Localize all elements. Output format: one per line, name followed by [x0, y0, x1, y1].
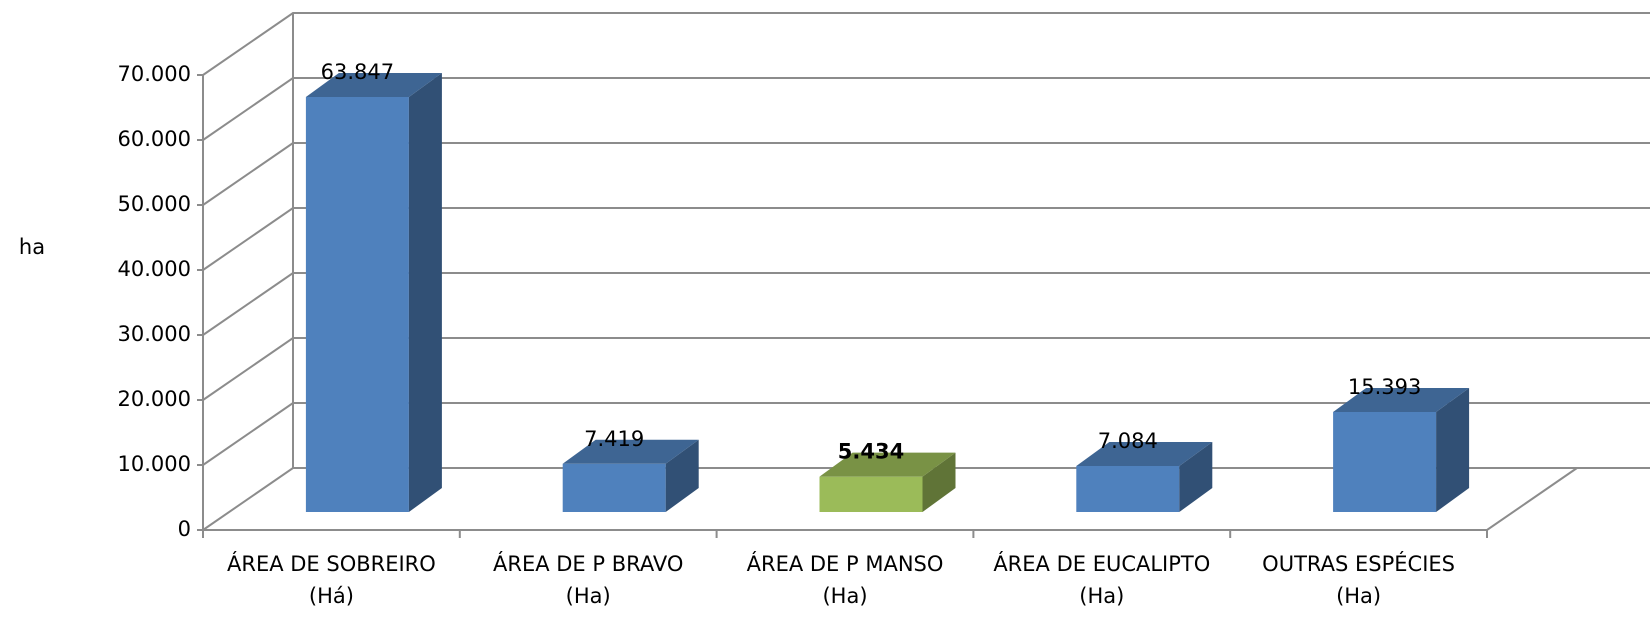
x-tick-label: OUTRAS ESPÉCIES (Ha) — [1262, 551, 1455, 608]
bar-side — [1436, 387, 1470, 512]
bar-top — [1333, 387, 1470, 412]
x-tick-label: ÁREA DE SOBREIRO (Há) — [227, 551, 436, 608]
x-tick-label: ÁREA DE P BRAVO (Ha) — [493, 551, 683, 608]
value-label: 63.847 — [321, 60, 394, 84]
y-tick-label: 40.000 — [118, 257, 191, 281]
bar — [1333, 387, 1470, 512]
y-tick-label: 10.000 — [118, 452, 191, 476]
x-tick-label: ÁREA DE EUCALIPTO (Ha) — [993, 551, 1210, 608]
grid-line — [202, 12, 1650, 76]
y-tick-label: 30.000 — [118, 322, 191, 346]
value-label: 7.419 — [584, 427, 644, 451]
bar — [819, 452, 956, 512]
bar-top — [562, 439, 699, 464]
bar-front — [562, 463, 666, 512]
y-tick-label: 20.000 — [118, 387, 191, 411]
bar-side — [1179, 441, 1213, 512]
x-tick-label: ÁREA DE P MANSO (Ha) — [747, 551, 944, 608]
value-label: 5.434 — [838, 440, 904, 464]
value-label: 7.084 — [1098, 429, 1158, 453]
y-axis-label: ha — [19, 235, 45, 259]
bar — [1076, 441, 1213, 512]
y-tick-label: 50.000 — [118, 192, 191, 216]
bar — [562, 439, 699, 512]
bar-top — [1076, 441, 1213, 466]
bar-side — [665, 439, 699, 512]
bar-side — [922, 452, 956, 512]
bar-front — [1333, 411, 1437, 512]
bar-side — [408, 72, 442, 512]
y-tick-label: 0 — [178, 517, 191, 541]
bar-top — [819, 452, 956, 477]
y-tick-label: 70.000 — [118, 62, 191, 86]
y-tick-label: 60.000 — [118, 127, 191, 151]
axis — [202, 75, 1578, 531]
bar-front — [305, 96, 409, 512]
bar-front — [1076, 465, 1180, 512]
bar-front — [819, 476, 923, 512]
bar-top — [305, 72, 442, 97]
bar — [305, 72, 442, 512]
value-label: 15.393 — [1348, 375, 1421, 399]
